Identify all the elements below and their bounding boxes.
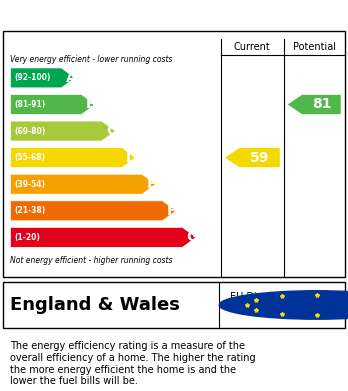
Text: (55-68): (55-68) — [14, 153, 45, 162]
Text: E: E — [147, 177, 157, 191]
Text: Very energy efficient - lower running costs: Very energy efficient - lower running co… — [10, 55, 173, 64]
Text: (81-91): (81-91) — [14, 100, 45, 109]
Polygon shape — [287, 95, 341, 115]
Text: England & Wales: England & Wales — [10, 296, 180, 314]
Text: G: G — [187, 230, 198, 244]
Text: 59: 59 — [250, 151, 269, 165]
Text: Not energy efficient - higher running costs: Not energy efficient - higher running co… — [10, 256, 173, 265]
Polygon shape — [10, 228, 196, 248]
Text: The energy efficiency rating is a measure of the
overall efficiency of a home. T: The energy efficiency rating is a measur… — [10, 341, 256, 386]
Text: Potential: Potential — [293, 42, 335, 52]
Polygon shape — [224, 148, 280, 168]
Polygon shape — [10, 174, 156, 194]
Text: A: A — [65, 71, 76, 85]
Text: (92-100): (92-100) — [14, 74, 50, 83]
Polygon shape — [10, 95, 95, 115]
Polygon shape — [10, 121, 116, 141]
Text: (21-38): (21-38) — [14, 206, 45, 215]
Text: (69-80): (69-80) — [14, 127, 45, 136]
Text: EU Directive
2002/91/EC: EU Directive 2002/91/EC — [230, 292, 290, 313]
Text: (1-20): (1-20) — [14, 233, 40, 242]
Polygon shape — [10, 148, 136, 168]
Text: C: C — [106, 124, 117, 138]
Text: (39-54): (39-54) — [14, 180, 45, 189]
Text: B: B — [86, 97, 96, 111]
Text: D: D — [126, 151, 137, 165]
Text: Energy Efficiency Rating: Energy Efficiency Rating — [10, 7, 220, 22]
Polygon shape — [10, 68, 75, 88]
Text: F: F — [167, 204, 177, 218]
Text: 81: 81 — [312, 97, 331, 111]
Polygon shape — [10, 201, 176, 221]
Circle shape — [219, 291, 348, 319]
Text: Current: Current — [234, 42, 271, 52]
